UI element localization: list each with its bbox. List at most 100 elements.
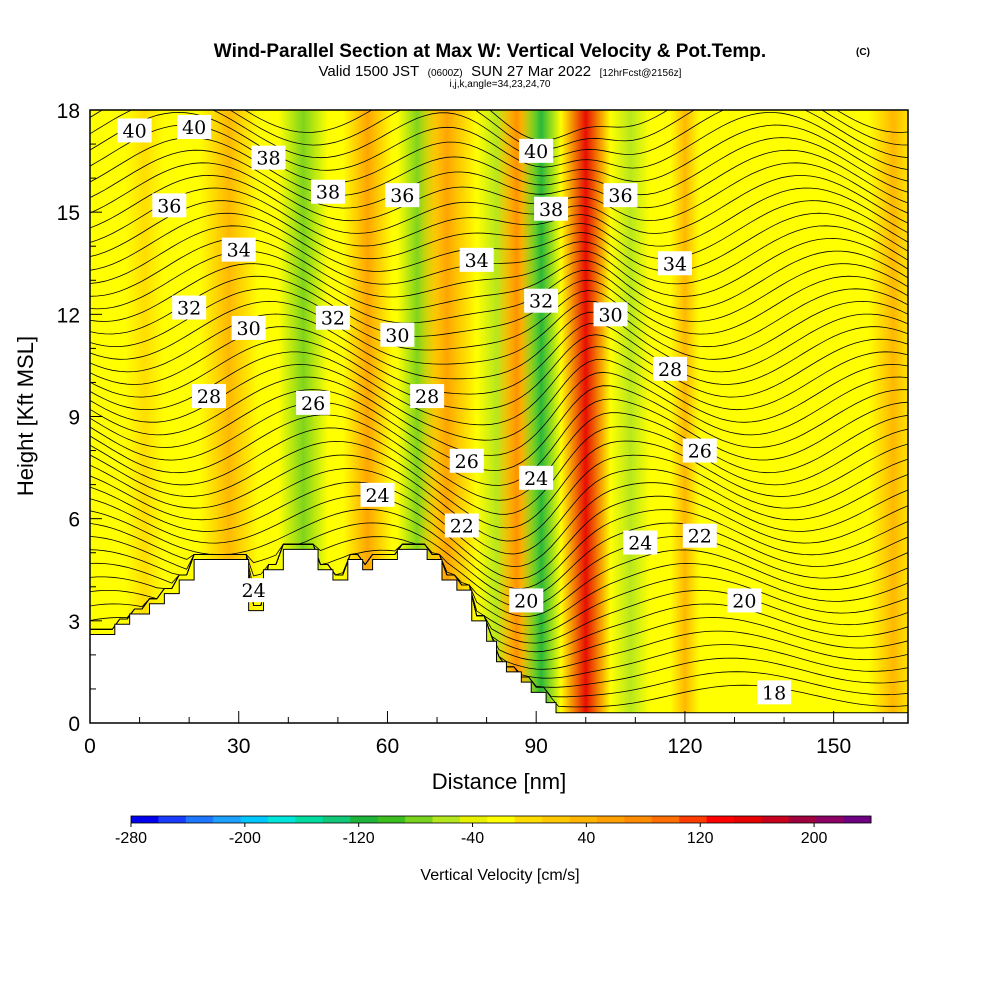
colorbar-swatch	[651, 816, 680, 823]
isentrope	[90, 149, 908, 209]
contour-label-box	[449, 448, 484, 473]
contour-label-box	[657, 251, 692, 276]
isentrope	[243, 110, 908, 141]
colorbar-swatch	[679, 816, 708, 823]
contour-label: 24	[628, 533, 652, 555]
contour-label: 34	[227, 240, 251, 262]
contour-label-box	[117, 118, 152, 143]
isentrope	[90, 495, 908, 580]
isentrope	[90, 311, 908, 380]
isentrope	[90, 358, 908, 441]
colorbar-swatch	[350, 816, 379, 823]
isentrope	[90, 212, 908, 272]
colorbar-tick-label: 200	[801, 830, 828, 847]
contour-label-box	[380, 322, 415, 347]
contour-label: 38	[316, 182, 340, 204]
isentrope	[90, 275, 908, 337]
subtitle-forecast: [12hrFcst@2156z]	[600, 68, 682, 79]
contour-label-box	[410, 384, 445, 409]
contour-label: 32	[529, 291, 553, 313]
title-mark: (C)	[856, 47, 870, 58]
isentrope	[90, 187, 908, 247]
contour-label: 18	[762, 682, 786, 704]
colorbar-frame	[130, 815, 872, 824]
colorbar-swatch	[569, 816, 598, 823]
contour-label-box	[191, 384, 226, 409]
colorbar-swatch	[487, 816, 516, 823]
contour-label: 32	[177, 298, 201, 320]
y-tick-label: 18	[57, 100, 80, 123]
colorbar-tick-label: 40	[577, 830, 595, 847]
colorbar-tick-label: -120	[343, 830, 375, 847]
colorbar-swatch	[788, 816, 817, 823]
isentrope	[90, 263, 908, 324]
contour-label: 30	[237, 318, 261, 340]
isentrope	[90, 300, 908, 365]
contour-label-box	[682, 523, 717, 548]
isentrope	[90, 334, 908, 410]
contour-label-box	[296, 390, 331, 415]
isentrope	[90, 412, 908, 501]
contour-label-box	[315, 305, 350, 330]
isentrope	[90, 111, 908, 171]
contour-label: 28	[658, 359, 682, 381]
contour-label-box	[236, 578, 271, 603]
contour-label-box	[444, 513, 479, 538]
subtitle-utc: (0600Z)	[428, 68, 463, 79]
x-tick-label: 0	[84, 735, 96, 758]
colorbar-swatch	[240, 816, 269, 823]
colorbar-swatch	[514, 816, 543, 823]
colorbar-swatch	[596, 816, 625, 823]
contour-label: 32	[321, 308, 345, 330]
isentrope	[90, 174, 908, 234]
y-tick-label: 3	[68, 611, 80, 634]
x-axis: 0 30 60 90 120 150	[84, 711, 884, 758]
isentrope	[90, 508, 908, 590]
contour-label-box	[534, 196, 569, 221]
contour-label-box	[653, 356, 688, 381]
isentrope	[90, 385, 908, 471]
x-tick-label: 120	[667, 735, 702, 758]
contour-label: 24	[524, 468, 548, 490]
contour-label-box	[385, 183, 420, 208]
contour-label: 40	[123, 120, 147, 142]
colorbar-swatch	[761, 816, 790, 823]
isentrope	[90, 288, 908, 351]
x-axis-label: Distance [nm]	[432, 769, 567, 794]
colorbar-swatch	[377, 816, 406, 823]
contour-label: 24	[242, 580, 266, 602]
colorbar-swatch	[816, 816, 845, 823]
y-tick-label: 12	[57, 304, 80, 327]
contour-label-box	[459, 247, 494, 272]
isentrope	[90, 162, 908, 222]
isentrope	[90, 200, 908, 260]
contour-label: 22	[688, 526, 712, 548]
contour-label: 40	[182, 117, 206, 139]
potential-temperature-contours	[90, 110, 908, 708]
isentrope	[90, 346, 908, 426]
y-tick-label: 0	[68, 713, 80, 736]
terrain	[90, 548, 908, 723]
contour-label-box	[177, 115, 212, 140]
contour-label: 26	[455, 451, 479, 473]
contour-label: 36	[390, 185, 414, 207]
colorbar-tick-label: -200	[229, 830, 261, 847]
contour-label-box	[519, 138, 554, 163]
chart-title: Wind-Parallel Section at Max W: Vertical…	[214, 41, 766, 62]
colorbar-swatch	[158, 816, 187, 823]
y-tick-label: 15	[57, 202, 80, 225]
isentrope	[90, 454, 908, 542]
contour-label-box	[310, 179, 345, 204]
contour-label: 36	[157, 195, 181, 217]
isentrope	[90, 124, 908, 184]
colorbar-label: Vertical Velocity [cm/s]	[420, 867, 579, 884]
isentrope	[90, 426, 908, 515]
contour-label-box	[152, 193, 187, 218]
isentrope	[90, 110, 908, 150]
chart-subtitle: Valid 1500 JST (0600Z) SUN 27 Mar 2022 […	[319, 63, 682, 80]
contour-label: 34	[663, 253, 687, 275]
colorbar-swatch	[843, 816, 872, 823]
velocity-band	[670, 110, 700, 723]
x-tick-label: 60	[376, 735, 399, 758]
